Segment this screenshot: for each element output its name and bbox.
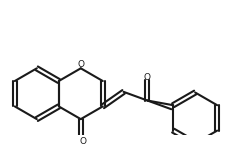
Text: O: O <box>80 137 87 146</box>
Text: O: O <box>144 73 151 82</box>
Text: O: O <box>77 60 84 69</box>
